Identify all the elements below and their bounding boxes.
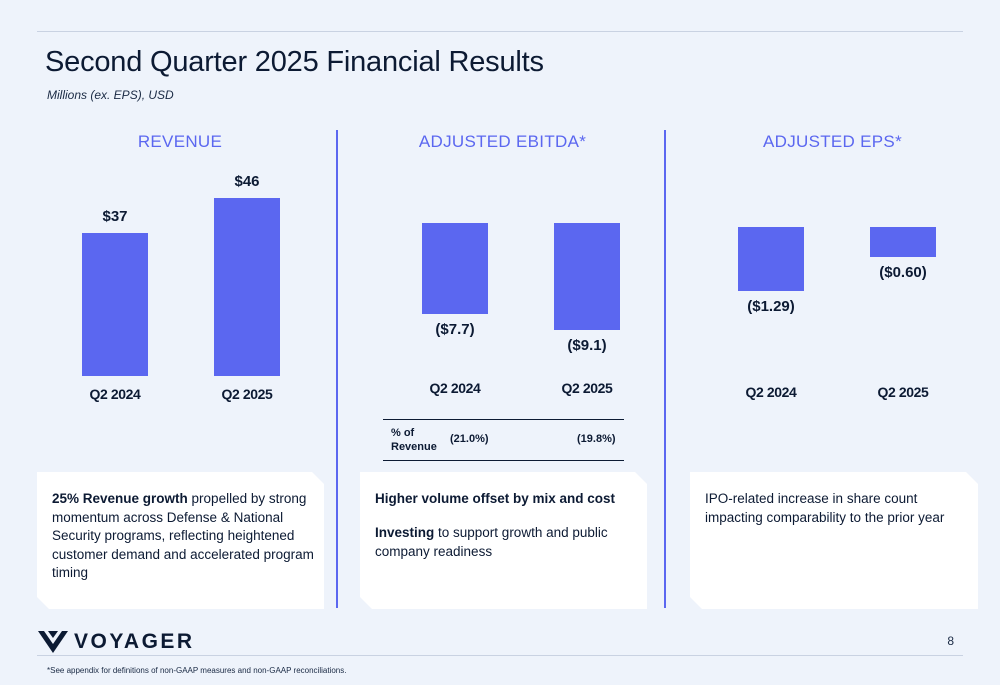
- revenue-chart-title: REVENUE: [137, 132, 223, 151]
- bar-value-label-1-1: ($9.1): [567, 337, 607, 355]
- bar-1-0: [422, 223, 488, 314]
- bar-2-0: [738, 227, 804, 291]
- bar-0-0: [82, 232, 148, 376]
- voyager-logo-icon: [38, 631, 68, 653]
- ebitda-commentary-text2: to support growth and public company rea…: [375, 525, 608, 559]
- page-subtitle: Millions (ex. EPS), USD: [47, 88, 174, 102]
- eps-chart-title: ADJUSTED EPS*: [763, 132, 902, 151]
- bar-value-label-0-1: $46: [234, 172, 260, 190]
- ebitda-chart-title: ADJUSTED EBITDA*: [418, 132, 587, 151]
- category-label-2-0: Q2 2024: [745, 384, 797, 400]
- footnote: *See appendix for definitions of non-GAA…: [47, 666, 347, 675]
- ebitda-commentary-bold2: Investing: [375, 525, 435, 540]
- ebitda-commentary-line2: Investing to support growth and public c…: [375, 524, 637, 561]
- top-rule: [37, 31, 963, 32]
- bar-1-1: [554, 223, 620, 331]
- pct-of-revenue-table: % of Revenue (21.0%) (19.8%): [383, 419, 624, 461]
- page-number: 8: [947, 634, 954, 648]
- category-label-2-1: Q2 2025: [877, 384, 929, 400]
- divider-1: [336, 130, 338, 608]
- category-label-1-1: Q2 2025: [561, 380, 613, 396]
- pct-of-revenue-header: % of Revenue: [391, 427, 437, 453]
- ebitda-commentary-line1: Higher volume offset by mix and cost: [375, 490, 637, 509]
- voyager-logo-text: VOYAGER: [74, 630, 195, 653]
- revenue-commentary: 25% Revenue growth propelled by strong m…: [52, 490, 314, 583]
- bar-2-1: [870, 227, 936, 257]
- voyager-logo: VOYAGER: [38, 628, 195, 656]
- bottom-rule: [37, 655, 963, 656]
- ebitda-commentary-card: Higher volume offset by mix and cost Inv…: [360, 472, 647, 609]
- category-label-1-0: Q2 2024: [429, 380, 481, 396]
- pct-of-revenue-q2-2024: (21.0%): [450, 433, 489, 445]
- revenue-commentary-card: 25% Revenue growth propelled by strong m…: [37, 472, 324, 609]
- revenue-commentary-text: propelled by strong momentum across Defe…: [52, 491, 314, 580]
- eps-commentary: IPO-related increase in share count impa…: [705, 491, 945, 525]
- category-label-0-0: Q2 2024: [89, 386, 141, 402]
- bar-value-label-1-0: ($7.7): [435, 320, 475, 338]
- bar-value-label-2-1: ($0.60): [879, 263, 927, 281]
- divider-2: [664, 130, 666, 608]
- ebitda-commentary-bold1: Higher volume offset by mix and cost: [375, 491, 616, 506]
- revenue-commentary-bold: 25% Revenue growth: [52, 491, 188, 506]
- bar-value-label-0-0: $37: [102, 207, 128, 225]
- pct-of-revenue-q2-2025: (19.8%): [577, 433, 616, 445]
- bar-0-1: [214, 197, 280, 376]
- eps-commentary-card: IPO-related increase in share count impa…: [690, 472, 978, 609]
- category-label-0-1: Q2 2025: [221, 386, 273, 402]
- bar-value-label-2-0: ($1.29): [747, 297, 795, 315]
- page-title: Second Quarter 2025 Financial Results: [45, 46, 544, 78]
